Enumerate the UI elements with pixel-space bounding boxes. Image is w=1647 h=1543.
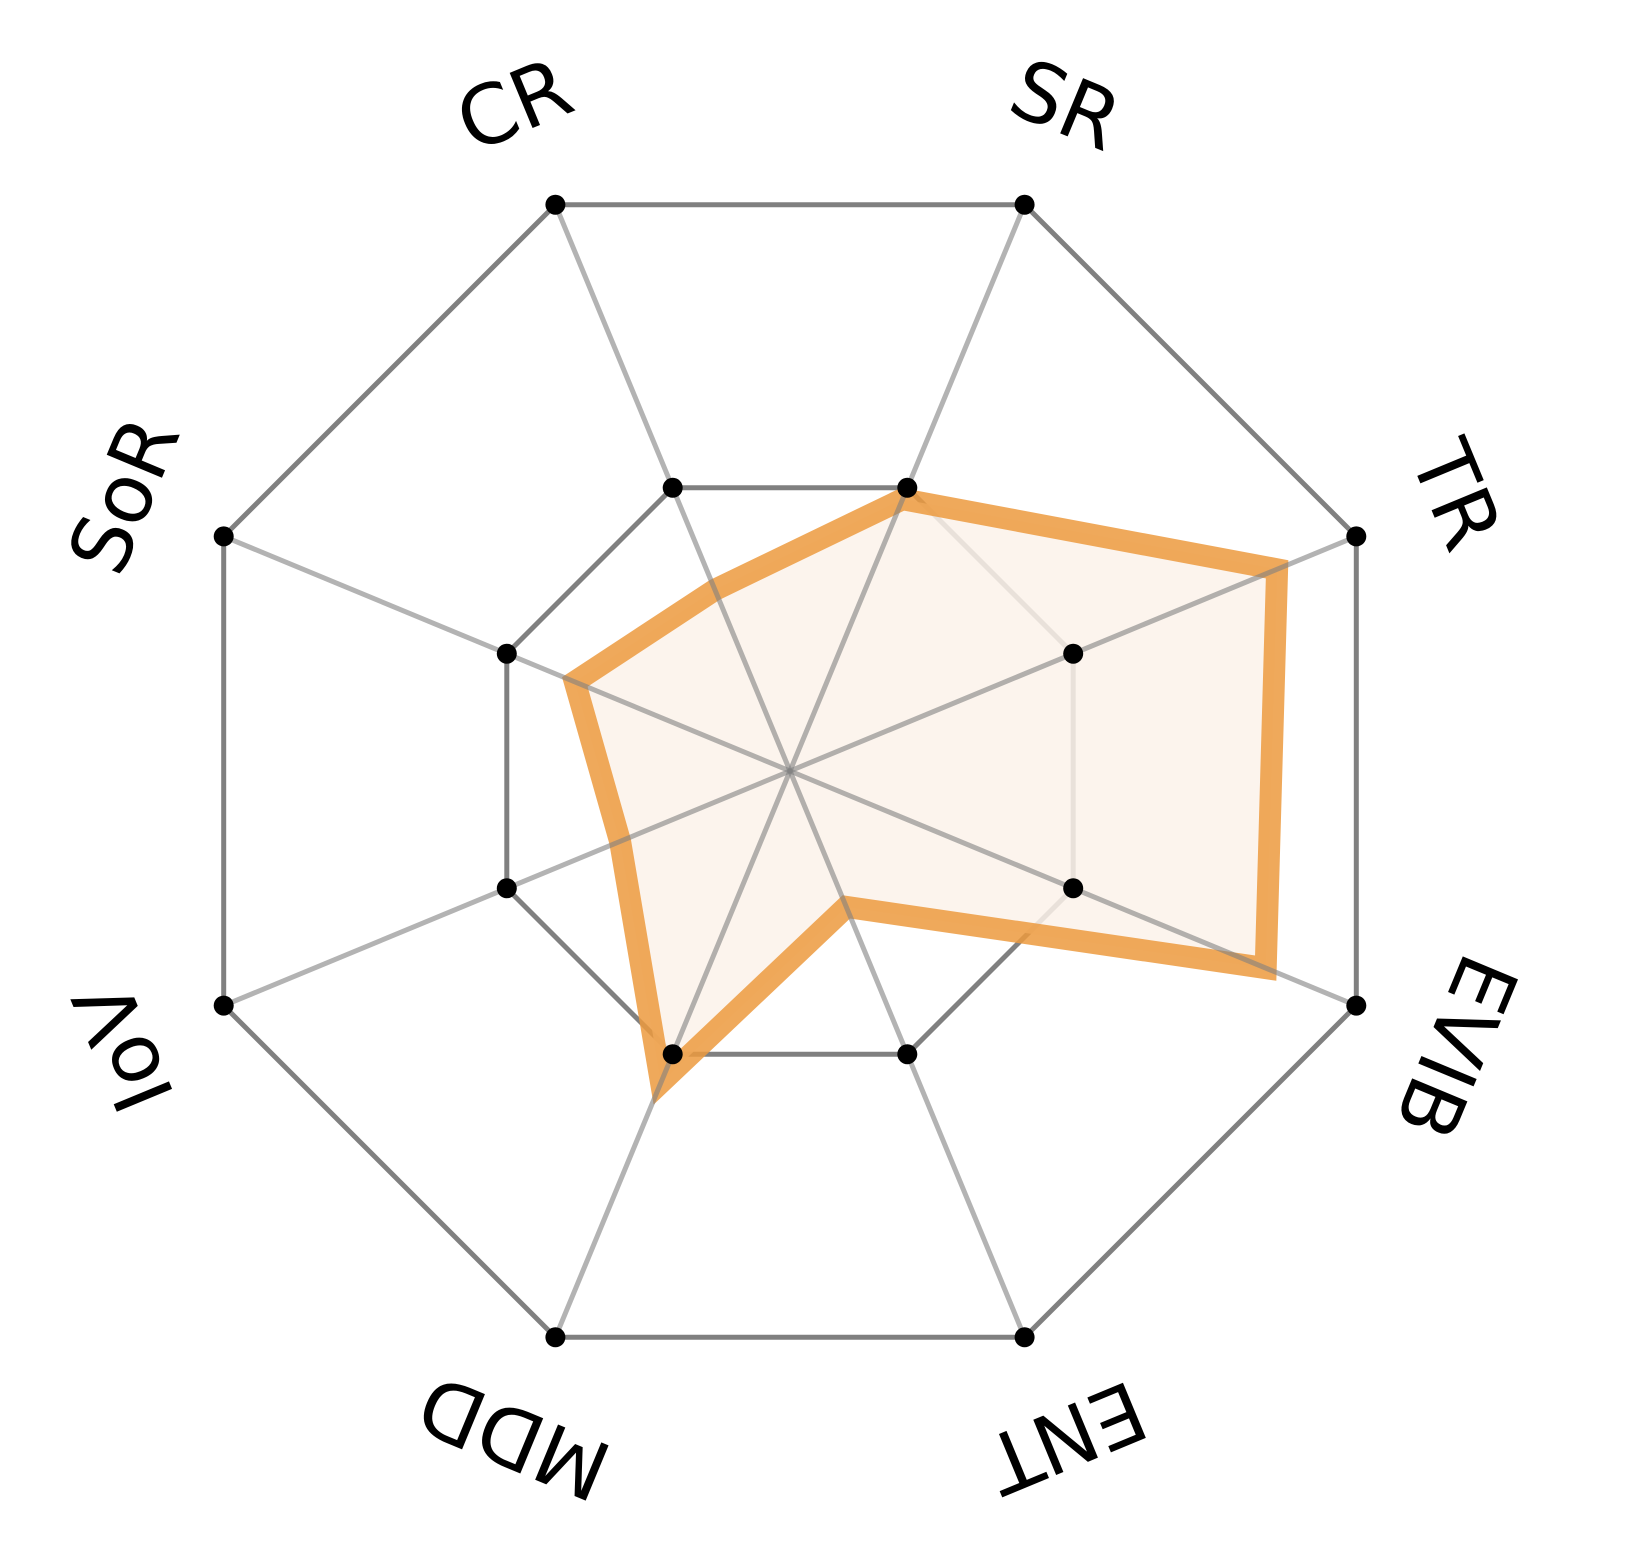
- axis-label-sr: SR: [997, 41, 1134, 170]
- axis-label-iov: IoV: [56, 968, 194, 1125]
- vertex-marker-evib-ring-2: [1346, 995, 1367, 1016]
- axis-label-cr: CR: [444, 40, 586, 171]
- vertex-marker-cr-ring-1: [662, 477, 683, 498]
- vertex-marker-mdd-ring-2: [545, 1327, 566, 1348]
- axis-label-evib: EVIB: [1375, 941, 1535, 1151]
- axis-label-sor: SoR: [50, 404, 199, 587]
- vertex-marker-cr-ring-2: [545, 194, 566, 215]
- radar-vertex-markers: [213, 194, 1367, 1348]
- axis-label-tr: TR: [1390, 427, 1519, 563]
- axis-label-mdd: MDD: [405, 1355, 623, 1518]
- vertex-marker-sor-ring-1: [496, 643, 517, 664]
- radar-series: [562, 487, 1289, 1105]
- vertex-marker-sr-ring-1: [897, 477, 918, 498]
- vertex-marker-tr-ring-1: [1063, 643, 1084, 664]
- vertex-marker-mdd-ring-1: [662, 1044, 683, 1065]
- vertex-marker-tr-ring-2: [1346, 526, 1367, 547]
- vertex-marker-iov-ring-1: [496, 878, 517, 899]
- series-1-area: [562, 487, 1289, 1105]
- vertex-marker-ent-ring-1: [897, 1044, 918, 1065]
- vertex-marker-sr-ring-2: [1014, 194, 1035, 215]
- vertex-marker-sor-ring-2: [213, 526, 234, 547]
- vertex-marker-evib-ring-1: [1063, 878, 1084, 899]
- vertex-marker-ent-ring-2: [1014, 1327, 1035, 1348]
- vertex-marker-iov-ring-2: [213, 995, 234, 1016]
- axis-label-ent: ENT: [971, 1361, 1159, 1512]
